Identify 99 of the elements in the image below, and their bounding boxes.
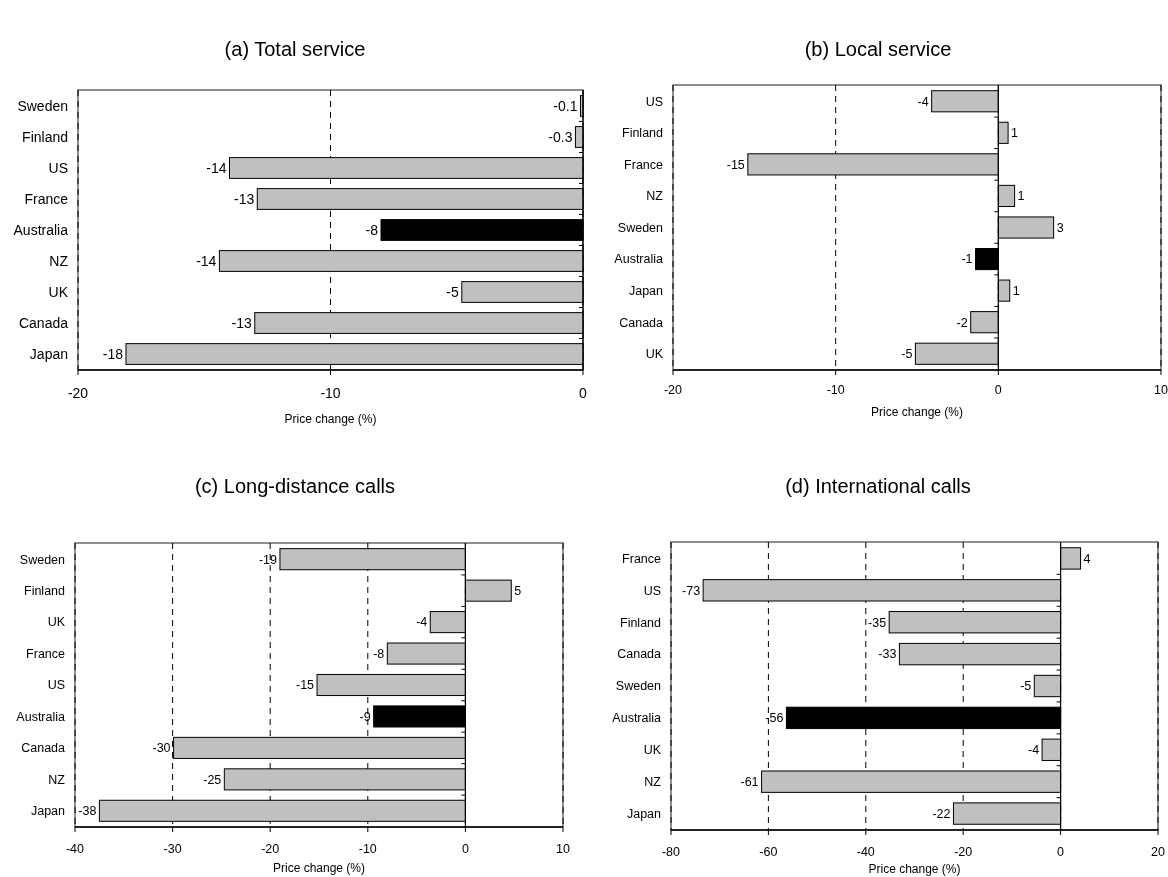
x-tick-label: -10 <box>358 842 377 856</box>
y-tick-label: Australia <box>13 221 69 238</box>
data-label: -0.3 <box>548 128 573 145</box>
data-label: -25 <box>203 772 222 787</box>
y-tick-label: UK <box>48 283 69 300</box>
x-tick-label: 0 <box>994 383 1002 397</box>
data-label: -19 <box>258 552 277 567</box>
y-tick-label: NZ <box>644 775 662 790</box>
x-tick-label: 20 <box>1151 845 1165 859</box>
y-tick-label: France <box>24 190 69 207</box>
y-tick-label: Japan <box>30 804 66 819</box>
y-tick-label: NZ <box>646 189 664 204</box>
y-tick-label: US <box>47 678 65 693</box>
data-label: -5 <box>446 283 460 300</box>
data-label: -15 <box>726 157 745 172</box>
x-axis-title: Price change (%) <box>272 861 366 875</box>
y-tick-label: Canada <box>619 315 664 330</box>
y-tick-label: Finland <box>622 126 664 141</box>
data-label: -13 <box>234 190 255 207</box>
y-tick-label: Japan <box>626 806 662 821</box>
y-tick-label: US <box>643 583 661 598</box>
x-tick-label: 0 <box>461 842 469 856</box>
y-tick-label: France <box>622 551 662 566</box>
x-tick-label: -20 <box>954 845 973 859</box>
y-tick-label: UK <box>645 347 664 362</box>
data-label: -13 <box>231 314 252 331</box>
y-tick-label: Australia <box>614 252 664 267</box>
x-tick-label: 10 <box>1154 383 1168 397</box>
data-label: -38 <box>78 804 97 819</box>
y-tick-label: Canada <box>18 314 69 331</box>
data-label: -8 <box>373 646 385 661</box>
x-tick-label: -10 <box>320 385 341 401</box>
data-label: -0.1 <box>553 97 578 114</box>
data-label: -5 <box>901 347 913 362</box>
x-tick-label: -20 <box>663 383 683 397</box>
data-label: 5 <box>514 584 522 599</box>
y-tick-label: Sweden <box>617 220 664 235</box>
x-tick-label: 0 <box>579 385 588 401</box>
chart-title: (b) Local service <box>804 38 952 60</box>
y-tick-label: Australia <box>16 709 66 724</box>
x-tick-label: -30 <box>163 842 182 856</box>
y-tick-label: NZ <box>48 772 66 787</box>
data-label: 4 <box>1083 551 1091 566</box>
y-tick-label: US <box>645 94 663 109</box>
data-label: 1 <box>1012 284 1020 298</box>
y-tick-label: Canada <box>617 647 662 662</box>
y-tick-label: UK <box>643 743 662 758</box>
data-label: -1 <box>961 252 973 267</box>
data-label: -5 <box>1020 679 1032 694</box>
data-label: -4 <box>1027 743 1040 758</box>
x-tick-label: 0 <box>1057 845 1065 859</box>
data-label: 1 <box>1011 126 1019 141</box>
data-label: -9 <box>359 709 371 724</box>
data-label: -4 <box>917 94 929 109</box>
y-tick-label: UK <box>47 615 66 630</box>
y-tick-label: Sweden <box>19 552 66 567</box>
y-tick-label: Finland <box>24 584 66 599</box>
data-label: 1 <box>1017 189 1025 204</box>
x-tick-label: -80 <box>661 845 681 859</box>
y-tick-label: France <box>26 646 66 661</box>
y-tick-label: Finland <box>620 615 662 630</box>
data-label: -56 <box>765 711 784 726</box>
data-label: -35 <box>868 615 887 630</box>
data-label: -8 <box>365 221 379 238</box>
x-axis-title: Price change (%) <box>284 412 377 426</box>
x-tick-label: -40 <box>856 845 875 859</box>
chart-title: (c) Long-distance calls <box>194 475 396 497</box>
data-label: -2 <box>956 315 968 330</box>
x-axis-title: Price change (%) <box>870 405 964 419</box>
data-label: -33 <box>878 647 897 662</box>
data-label: -61 <box>740 775 759 790</box>
y-tick-label: Canada <box>21 741 66 756</box>
y-tick-label: Japan <box>29 345 68 362</box>
data-label: -14 <box>196 252 217 269</box>
x-tick-label: -20 <box>261 842 280 856</box>
data-label: 3 <box>1056 220 1064 235</box>
data-label: -14 <box>206 159 227 176</box>
y-tick-label: Sweden <box>615 679 662 694</box>
data-label: -30 <box>152 741 171 756</box>
x-tick-label: -40 <box>65 842 85 856</box>
x-tick-label: -10 <box>826 383 845 397</box>
x-tick-label: -60 <box>759 845 778 859</box>
x-tick-label: 10 <box>556 842 570 856</box>
data-label: -73 <box>682 583 701 598</box>
x-axis-title: Price change (%) <box>868 862 961 876</box>
y-tick-label: Japan <box>628 284 664 298</box>
chart-title: (d) International calls <box>785 475 971 497</box>
data-label: -15 <box>295 678 315 693</box>
y-tick-label: NZ <box>49 252 69 269</box>
y-tick-label: US <box>48 159 68 176</box>
y-tick-label: Sweden <box>17 97 68 114</box>
chart-title: (a) Total service <box>224 38 366 60</box>
data-label: -18 <box>102 345 124 362</box>
y-tick-label: Australia <box>612 711 662 726</box>
data-label: -4 <box>416 615 428 630</box>
y-tick-label: France <box>624 157 664 172</box>
x-tick-label: -20 <box>67 385 89 401</box>
data-label: -22 <box>932 806 951 821</box>
y-tick-label: Finland <box>22 128 68 145</box>
